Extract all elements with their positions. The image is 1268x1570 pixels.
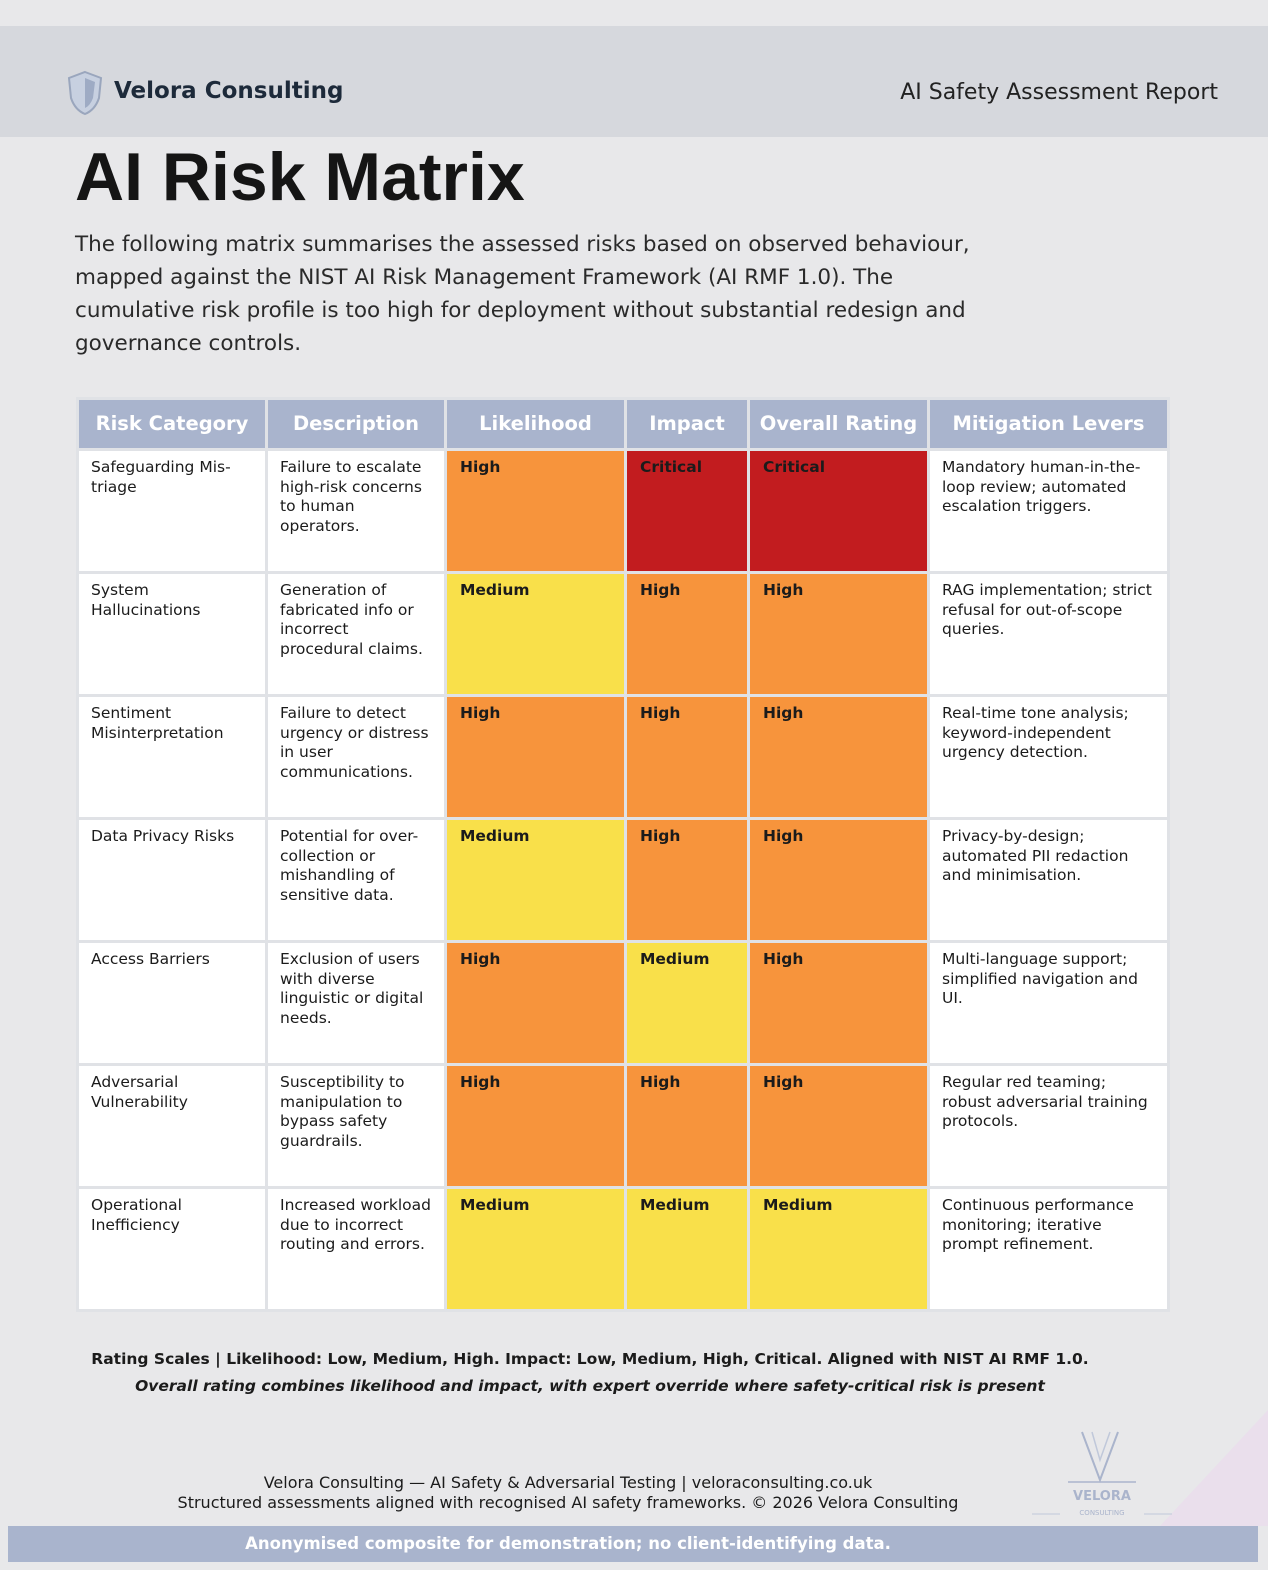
table-cell: Privacy-by-design; automated PII redacti… xyxy=(927,817,1170,943)
table-cell: Safeguarding Mis-triage xyxy=(76,448,268,574)
table-row: Sentiment Misinterpretation Failure to de… xyxy=(76,694,1170,820)
rating-cell: Medium xyxy=(624,940,750,1066)
table-cell: Susceptibility to manipulation to bypass… xyxy=(265,1063,447,1189)
report-title: AI Safety Assessment Report xyxy=(900,80,1218,105)
footer-line: Velora Consulting — AI Safety & Adversar… xyxy=(263,1473,873,1492)
risk-table: Risk Category Description Likelihood Impact… xyxy=(76,397,1170,1312)
rating-cell: High xyxy=(624,571,750,697)
brand: Velora Consulting xyxy=(114,78,344,104)
rating-cell: High xyxy=(444,448,627,574)
rating-cell: Medium xyxy=(444,817,627,943)
override-note: Overall rating combines likelihood and i… xyxy=(135,1377,1045,1395)
table-cell: Regular red teaming; robust adversarial … xyxy=(927,1063,1170,1189)
table-cell: Increased workload due to incorrect rout… xyxy=(265,1186,447,1312)
rating-cell: Medium xyxy=(624,1186,750,1312)
table-row: Access Barriers Exclusion of users with d… xyxy=(76,940,1170,1066)
logo-text: VELORA xyxy=(1073,1489,1131,1504)
table-cell: RAG implementation; strict refusal for o… xyxy=(927,571,1170,697)
table-cell: Multi-language support; simplified navig… xyxy=(927,940,1170,1066)
rating-cell: High xyxy=(747,694,930,820)
table-row: Adversarial Vulnerability Susceptibility … xyxy=(76,1063,1170,1189)
column-header: Likelihood xyxy=(444,397,627,451)
rating-cell: High xyxy=(444,940,627,1066)
rating-scales: Rating Scales | Likelihood: Low, Medium,… xyxy=(91,1350,1089,1368)
rating-cell: High xyxy=(624,817,750,943)
page-title: AI Risk Matrix xyxy=(75,139,525,215)
table-cell: Continuous performance monitoring; itera… xyxy=(927,1186,1170,1312)
table-cell: Access Barriers xyxy=(76,940,268,1066)
table-cell: Potential for over-collection or mishand… xyxy=(265,817,447,943)
table-cell: Data Privacy Risks xyxy=(76,817,268,943)
table-cell: System Hallucinations xyxy=(76,571,268,697)
table-row: System Hallucinations Generation of fabri… xyxy=(76,571,1170,697)
table-row: Operational Inefficiency Increased worklo… xyxy=(76,1186,1170,1312)
rating-cell: Medium xyxy=(444,571,627,697)
column-header: Impact xyxy=(624,397,750,451)
table-cell: Generation of fabricated info or incorre… xyxy=(265,571,447,697)
table-cell: Mandatory human-in-the-loop review; auto… xyxy=(927,448,1170,574)
table-row: Safeguarding Mis-triage Failure to escala… xyxy=(76,448,1170,574)
table-body: Safeguarding Mis-triage Failure to escala… xyxy=(76,448,1170,1312)
table-cell: Operational Inefficiency xyxy=(76,1186,268,1312)
column-header: Overall Rating xyxy=(747,397,930,451)
table-cell: Failure to detect urgency or distress in… xyxy=(265,694,447,820)
rating-cell: Medium xyxy=(747,1186,930,1312)
rating-cell: High xyxy=(747,1063,930,1189)
table-cell: Failure to escalate high-risk concerns t… xyxy=(265,448,447,574)
table-cell: Adversarial Vulnerability xyxy=(76,1063,268,1189)
header-row: Risk Category Description Likelihood Impact… xyxy=(76,397,1170,451)
rating-cell: High xyxy=(444,1063,627,1189)
rating-cell: High xyxy=(624,694,750,820)
rating-cell: High xyxy=(747,571,930,697)
intro: The following matrix summarises the asse… xyxy=(75,232,970,356)
rating-cell: High xyxy=(747,940,930,1066)
disclaimer-banner: Anonymised composite for demonstration; … xyxy=(8,1526,1258,1562)
table-cell: Real-time tone analysis; keyword-indepen… xyxy=(927,694,1170,820)
shield-logo xyxy=(67,70,103,116)
table-cell: Sentiment Misinterpretation xyxy=(76,694,268,820)
footer-logo: VELORA CONSULTING xyxy=(1032,1410,1268,1526)
rating-cell: Medium xyxy=(444,1186,627,1312)
footer-line: Structured assessments aligned with reco… xyxy=(177,1493,959,1512)
table-cell: Exclusion of users with diverse linguist… xyxy=(265,940,447,1066)
rating-cell: Critical xyxy=(747,448,930,574)
table-row: Data Privacy Risks Potential for over-col… xyxy=(76,817,1170,943)
rating-cell: High xyxy=(444,694,627,820)
column-header: Mitigation Levers xyxy=(927,397,1170,451)
rating-cell: High xyxy=(624,1063,750,1189)
rating-cell: Critical xyxy=(624,448,750,574)
rating-cell: High xyxy=(747,817,930,943)
logo-subtext: CONSULTING xyxy=(1079,1509,1124,1517)
column-header: Description xyxy=(265,397,447,451)
column-header: Risk Category xyxy=(76,397,268,451)
header-band xyxy=(0,26,1268,137)
